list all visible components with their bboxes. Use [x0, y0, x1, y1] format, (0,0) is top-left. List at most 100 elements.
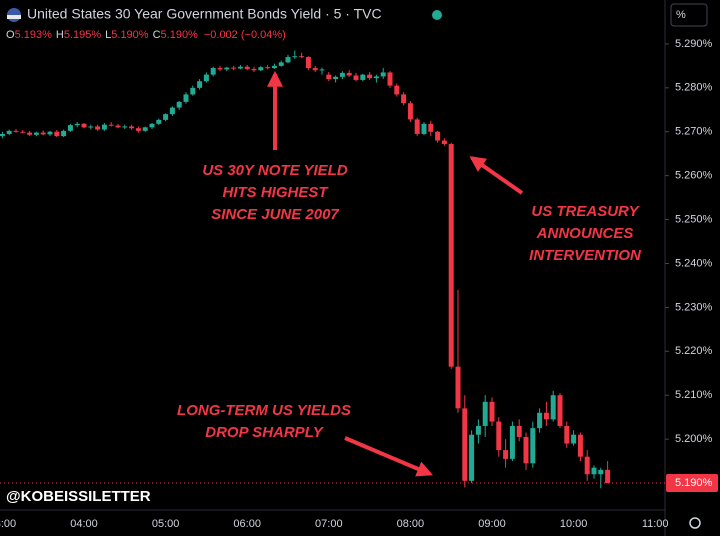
candle-body — [224, 67, 230, 70]
y-tick-label: 5.210% — [675, 389, 713, 401]
flag-stripe — [7, 15, 21, 19]
annotation: DROP SHARPLY — [205, 424, 325, 441]
annotation: LONG-TERM US YIELDS — [177, 402, 351, 419]
candle-body — [258, 67, 264, 71]
candle-body — [455, 366, 461, 409]
candle-body — [394, 85, 400, 95]
candle-body — [346, 72, 352, 76]
candle-body — [326, 74, 332, 80]
candle-body — [509, 425, 515, 459]
candle-body — [489, 401, 495, 422]
y-tick-label: 5.260% — [675, 170, 713, 182]
x-tick-label: 04:00 — [70, 518, 98, 530]
candle-body — [475, 425, 481, 435]
candle-body — [169, 107, 175, 115]
annotation: US TREASURY — [531, 203, 640, 220]
candle-body — [95, 126, 101, 130]
x-tick-label: 06:00 — [233, 518, 261, 530]
y-tick-label: 5.200% — [675, 433, 713, 445]
candle-body — [299, 56, 305, 58]
candle-body — [265, 67, 271, 69]
candle-body — [156, 119, 162, 124]
candle-body — [129, 126, 135, 129]
candle-body — [441, 140, 447, 145]
watermark: @KOBEISSILETTER — [6, 488, 151, 505]
candle-body — [149, 123, 155, 128]
candle-body — [584, 456, 590, 475]
arrow — [469, 156, 524, 195]
candle-body — [197, 81, 203, 88]
ohlc-header: O 5.193% H 5.195% L 5.190% C 5.190% −0.002 (−0.0… — [6, 29, 286, 41]
annotation: ANNOUNCES — [536, 225, 634, 242]
candle-body — [496, 421, 502, 451]
settings-icon[interactable] — [689, 517, 701, 529]
candle-body — [557, 395, 563, 426]
candle-body — [231, 67, 237, 69]
candle-body — [74, 123, 80, 126]
candle-body — [428, 123, 434, 132]
candle-body — [88, 126, 94, 128]
candle-body — [122, 126, 128, 128]
ohlc-item: 5.190% — [111, 29, 149, 41]
x-tick-label: 05:00 — [152, 518, 180, 530]
candle-body — [285, 57, 291, 63]
y-tick-label: 5.230% — [675, 301, 713, 313]
candle-body — [503, 450, 509, 459]
candle-body — [27, 132, 33, 135]
y-tick-label: 5.280% — [675, 82, 713, 94]
candle-body — [435, 131, 441, 141]
candle-body — [190, 87, 196, 95]
candle-body — [0, 133, 5, 137]
scale-button[interactable] — [670, 3, 708, 27]
change: −0.002 (−0.04%) — [204, 29, 286, 41]
annotation: HITS HIGHEST — [222, 184, 329, 201]
scale-button-label[interactable]: % — [676, 9, 686, 21]
candle-body — [292, 56, 298, 58]
ohlc-item: 5.195% — [64, 29, 102, 41]
ohlc-item: L — [105, 29, 111, 41]
candle-body — [591, 467, 597, 475]
candle-body — [217, 68, 223, 70]
candle-body — [142, 127, 148, 131]
candle-body — [605, 469, 611, 484]
x-tick-label: 10:00 — [560, 518, 588, 530]
candle-body — [135, 128, 141, 131]
x-tick-label: 08:00 — [397, 518, 425, 530]
x-tick-label: 03:00 — [0, 518, 16, 530]
candle-body — [469, 434, 475, 481]
candle-body — [237, 66, 243, 69]
candle-body — [448, 144, 454, 367]
y-tick-label: 5.250% — [675, 213, 713, 225]
chart-title: United States 30 Year Government Bonds Y… — [27, 6, 382, 22]
candle-body — [543, 412, 549, 420]
candle-body — [312, 68, 318, 71]
ohlc-item: H — [56, 29, 64, 41]
candle-body — [598, 469, 604, 475]
status-dot — [432, 10, 442, 20]
candle-body — [33, 132, 39, 135]
candle-body — [40, 132, 46, 135]
candle-body — [373, 76, 379, 79]
candle-body — [6, 130, 12, 134]
candle-body — [550, 395, 556, 420]
last-price-box — [666, 474, 718, 493]
candle-body — [251, 68, 257, 71]
arrow — [344, 436, 433, 477]
y-tick-label: 5.240% — [675, 257, 713, 269]
candle-body — [278, 62, 284, 66]
candle-body — [333, 76, 339, 80]
candle-body — [462, 408, 468, 481]
candle-body — [81, 123, 87, 128]
candle-body — [571, 434, 577, 444]
candle-body — [271, 65, 277, 69]
candle-body — [67, 125, 73, 131]
y-tick-label: 5.290% — [675, 38, 713, 50]
annotation: SINCE JUNE 2007 — [211, 206, 339, 223]
candle-body — [47, 131, 53, 135]
candle-body — [176, 101, 182, 108]
x-tick-label: 11:00 — [642, 518, 669, 530]
candle-body — [414, 119, 420, 134]
x-tick-label: 07:00 — [315, 518, 343, 530]
